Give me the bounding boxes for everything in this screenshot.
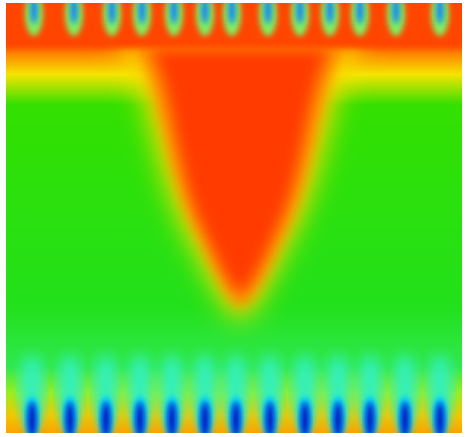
bottom-spike — [201, 402, 209, 437]
bottom-spike — [232, 402, 240, 437]
bottom-spike — [102, 402, 110, 437]
heatmap-field — [0, 0, 467, 437]
page-body: (() => { const ns = 'http://www.w3.org/2… — [0, 0, 467, 437]
bottom-spike — [136, 402, 144, 437]
bottom-spike — [401, 402, 409, 437]
bottom-spike — [168, 402, 176, 437]
bottom-spike — [436, 402, 444, 437]
bottom-spike — [66, 402, 74, 437]
bottom-spike — [366, 402, 374, 437]
heatmap-image — [0, 0, 467, 437]
bottom-spike — [28, 402, 36, 437]
bottom-spike — [266, 402, 274, 437]
bottom-spike — [334, 402, 342, 437]
page: {} html, body { margin: 0; padding: 0; b… — [0, 0, 467, 437]
bottom-spike — [301, 402, 309, 437]
